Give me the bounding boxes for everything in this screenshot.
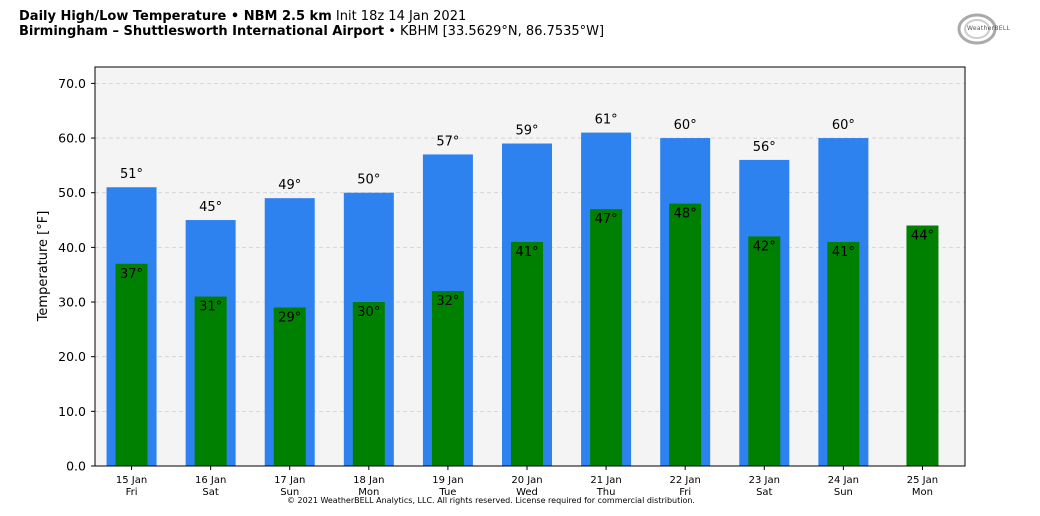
high-temp-label: 60°	[674, 118, 697, 133]
y-tick-label: 0.0	[66, 459, 86, 474]
low-temp-bar	[431, 291, 464, 466]
high-temp-label: 51°	[120, 167, 143, 182]
location-detail: • KBHM [33.5629°N, 86.7535°W]	[388, 24, 605, 39]
high-temp-label: 57°	[436, 134, 459, 149]
low-temp-label: 44°	[911, 229, 934, 244]
y-tick-label: 50.0	[58, 185, 86, 200]
low-temp-label: 41°	[515, 245, 538, 260]
x-tick-label-date: 24 Jan	[828, 475, 859, 486]
y-tick-label: 60.0	[58, 131, 86, 146]
x-tick-label-day: Sat	[202, 487, 218, 498]
low-temp-bar	[906, 225, 939, 466]
x-tick-label-day: Tue	[438, 487, 456, 498]
low-temp-label: 32°	[436, 294, 459, 309]
chart-subtitle: Birmingham – Shuttlesworth International…	[19, 24, 604, 39]
high-temp-label: 50°	[357, 173, 380, 188]
x-tick-label-day: Fri	[679, 487, 691, 498]
x-tick-label-day: Sat	[756, 487, 772, 498]
low-temp-label: 48°	[674, 207, 697, 222]
x-tick-label-date: 25 Jan	[907, 475, 938, 486]
y-axis-label: Temperature [°F]	[36, 211, 51, 323]
low-temp-bar	[590, 209, 623, 466]
bar-labels-group: 51° 37° 45° 31° 49° 29° 50° 30° 57° 32° 59° 41° 61° 4…	[120, 113, 934, 326]
y-axis: 0.0 10.0 20.0 30.0 40.0 50.0 60.0 70.0	[58, 76, 95, 474]
low-temp-bar	[352, 302, 385, 466]
high-temp-label: 49°	[278, 178, 301, 193]
low-temp-bar	[827, 241, 860, 466]
y-tick-label: 20.0	[58, 349, 86, 364]
x-tick-label-date: 21 Jan	[590, 475, 621, 486]
low-temp-bar	[748, 236, 781, 466]
x-tick-label-date: 16 Jan	[195, 475, 226, 486]
x-tick-label-day: Mon	[912, 487, 933, 498]
location-name: Birmingham – Shuttlesworth International…	[19, 24, 385, 39]
x-tick-label-date: 18 Jan	[353, 475, 384, 486]
plot-frame	[94, 66, 966, 467]
low-temp-label: 29°	[278, 310, 301, 325]
logo-text: WeatherBELL	[967, 25, 1011, 32]
high-temp-label: 61°	[595, 113, 618, 128]
low-temp-bar	[194, 296, 227, 466]
y-tick-label: 10.0	[58, 404, 86, 419]
x-tick-label-date: 19 Jan	[432, 475, 463, 486]
high-temp-label: 60°	[832, 118, 855, 133]
high-temp-label: 56°	[753, 140, 776, 155]
y-tick-label: 70.0	[58, 76, 86, 91]
x-tick-label-day: Wed	[516, 487, 538, 498]
low-temp-bar	[511, 241, 543, 466]
x-tick-label-date: 15 Jan	[116, 475, 147, 486]
bars-group	[106, 132, 939, 467]
high-temp-label: 59°	[515, 124, 538, 139]
x-tick-label-date: 20 Jan	[511, 475, 542, 486]
x-tick-label-day: Thu	[596, 487, 616, 498]
title-init-time: Init 18z 14 Jan 2021	[335, 9, 467, 24]
title-model: Daily High/Low Temperature • NBM 2.5 km	[19, 9, 332, 24]
y-tick-label: 30.0	[58, 295, 86, 310]
low-temp-label: 47°	[595, 212, 618, 227]
chart-title: Daily High/Low Temperature • NBM 2.5 km …	[19, 9, 466, 24]
low-temp-bar	[669, 203, 702, 466]
x-tick-label-day: Fri	[126, 487, 138, 498]
x-tick-label-day: Sun	[280, 487, 299, 498]
x-tick-label-date: 17 Jan	[274, 475, 305, 486]
high-temp-label: 45°	[199, 200, 222, 215]
low-temp-label: 42°	[753, 239, 776, 254]
weatherbell-logo-icon	[957, 13, 997, 45]
low-temp-label: 37°	[120, 267, 143, 282]
low-temp-label: 31°	[199, 300, 222, 315]
y-tick-label: 40.0	[58, 240, 86, 255]
low-temp-bar	[115, 263, 148, 466]
low-temp-label: 41°	[832, 245, 855, 260]
x-tick-label-date: 23 Jan	[749, 475, 780, 486]
low-temp-label: 30°	[357, 305, 380, 320]
x-tick-label-date: 22 Jan	[670, 475, 701, 486]
x-tick-label-day: Sun	[834, 487, 853, 498]
low-temp-bar	[273, 307, 306, 466]
x-tick-label-day: Mon	[358, 487, 379, 498]
copyright-notice: © 2021 WeatherBELL Analytics, LLC. All r…	[287, 496, 695, 505]
